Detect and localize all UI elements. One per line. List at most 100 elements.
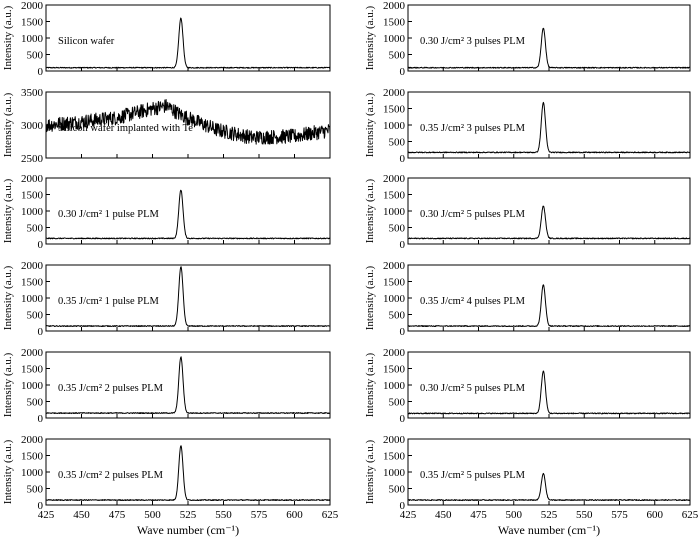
x-tick-label: 450 xyxy=(73,509,90,521)
y-axis-label: Intensity (a.u.) xyxy=(2,352,14,417)
spectrum-line xyxy=(45,189,331,240)
y-axis-label: Intensity (a.u.) xyxy=(364,439,376,504)
y-axis-label: Intensity (a.u.) xyxy=(364,92,376,157)
y-tick-label: 2000 xyxy=(383,173,406,185)
y-tick-label: 500 xyxy=(389,137,406,149)
y-tick-label: 0 xyxy=(400,239,406,251)
y-tick-label: 0 xyxy=(38,326,44,338)
x-tick-label: 550 xyxy=(576,509,593,521)
y-tick-label: 1500 xyxy=(383,277,406,289)
y-tick-label: 3000 xyxy=(21,120,44,132)
y-tick-label: 1000 xyxy=(21,206,44,218)
raman-panel-4: 0 500 1000 1500 2000 Intensity (a.u.) 0.35 J/c… xyxy=(2,260,331,338)
y-tick-label: 1500 xyxy=(21,17,44,29)
spectrum-line xyxy=(45,356,331,415)
x-tick-label: 600 xyxy=(647,509,664,521)
y-tick-label: 2000 xyxy=(21,0,44,12)
spectrum-line xyxy=(407,284,691,328)
y-tick-label: 2000 xyxy=(21,173,44,185)
y-tick-label: 500 xyxy=(389,50,406,62)
y-tick-label: 500 xyxy=(27,397,44,409)
spectrum-line xyxy=(45,99,331,145)
spectrum-line xyxy=(407,472,691,502)
y-tick-label: 1500 xyxy=(21,277,44,289)
raman-panel-12: 0 500 1000 1500 2000 425 450 475 500 525 550 575 600… xyxy=(364,434,699,537)
y-tick-label: 1500 xyxy=(383,364,406,376)
x-axis-label: Wave number (cm⁻¹) xyxy=(498,523,600,537)
y-tick-label: 2500 xyxy=(21,153,44,165)
y-axis-label: Intensity (a.u.) xyxy=(364,265,376,330)
y-tick-label: 2000 xyxy=(383,347,406,359)
spectrum-line xyxy=(407,205,691,240)
raman-panel-8: 0 500 1000 1500 2000 Intensity (a.u.) 0.35 J/c… xyxy=(364,87,691,165)
spectrum-line xyxy=(45,266,331,328)
y-tick-label: 500 xyxy=(389,484,406,496)
panel-annotation: 0.35 J/cm² 4 pulses PLM xyxy=(420,296,526,307)
y-tick-label: 2000 xyxy=(383,260,406,272)
y-tick-label: 3500 xyxy=(21,87,44,99)
y-tick-label: 0 xyxy=(400,66,406,78)
y-tick-label: 1000 xyxy=(21,293,44,305)
y-tick-label: 1000 xyxy=(383,467,406,479)
x-tick-label: 425 xyxy=(400,509,417,521)
panel-annotation: Silicon wafer implanted with Te xyxy=(58,123,193,134)
y-tick-label: 500 xyxy=(27,223,44,235)
y-tick-label: 2000 xyxy=(21,260,44,272)
raman-panel-2: 2500 3000 3500 Intensity (a.u.) Silicon wafe… xyxy=(2,87,331,165)
panel-annotation: 0.30 J/cm² 5 pulses PLM xyxy=(420,383,526,394)
panel-annotation: 0.35 J/cm² 1 pulse PLM xyxy=(58,296,160,307)
x-tick-label: 575 xyxy=(251,509,268,521)
panel-annotation: 0.35 J/cm² 2 pulses PLM xyxy=(58,470,164,481)
x-tick-label: 575 xyxy=(611,509,628,521)
y-tick-label: 2000 xyxy=(383,434,406,446)
y-tick-label: 2000 xyxy=(383,0,406,12)
y-tick-label: 500 xyxy=(389,223,406,235)
x-tick-label: 500 xyxy=(506,509,523,521)
y-tick-label: 2000 xyxy=(383,87,406,99)
y-tick-label: 0 xyxy=(38,66,44,78)
y-tick-label: 1000 xyxy=(383,380,406,392)
y-tick-label: 0 xyxy=(400,413,406,425)
raman-panel-6: 0 500 1000 1500 2000 425 450 475 500 525 550 575 600… xyxy=(2,434,339,537)
x-tick-label: 525 xyxy=(541,509,558,521)
y-tick-label: 1500 xyxy=(383,190,406,202)
spectrum-line xyxy=(45,445,331,502)
y-tick-label: 2000 xyxy=(21,434,44,446)
y-tick-label: 1500 xyxy=(383,17,406,29)
panel-annotation: 0.30 J/cm² 3 pulses PLM xyxy=(420,36,526,47)
raman-panel-5: 0 500 1000 1500 2000 Intensity (a.u.) 0.35 J/c… xyxy=(2,347,331,425)
y-tick-label: 500 xyxy=(27,484,44,496)
y-tick-label: 1000 xyxy=(383,120,406,132)
y-tick-label: 0 xyxy=(400,500,406,512)
raman-panel-1: 0 500 1000 1500 2000 Intensity (a.u.) Silicon … xyxy=(2,0,331,78)
y-tick-label: 1000 xyxy=(383,293,406,305)
x-axis-label: Wave number (cm⁻¹) xyxy=(137,523,239,537)
y-tick-label: 0 xyxy=(38,413,44,425)
panel-annotation: 0.35 J/cm² 2 pulses PLM xyxy=(58,383,164,394)
y-tick-label: 500 xyxy=(389,397,406,409)
x-tick-label: 550 xyxy=(215,509,232,521)
y-tick-label: 1500 xyxy=(21,364,44,376)
y-tick-label: 500 xyxy=(27,50,44,62)
raman-panel-7: 0 500 1000 1500 2000 Intensity (a.u.) 0.30 J/c… xyxy=(364,0,691,78)
x-tick-label: 625 xyxy=(322,509,339,521)
x-tick-label: 475 xyxy=(109,509,126,521)
y-tick-label: 1500 xyxy=(21,190,44,202)
y-tick-label: 1000 xyxy=(383,33,406,45)
y-tick-label: 0 xyxy=(38,500,44,512)
raman-panel-10: 0 500 1000 1500 2000 Intensity (a.u.) 0.35 J/c… xyxy=(364,260,691,338)
y-tick-label: 0 xyxy=(400,326,406,338)
y-tick-label: 1000 xyxy=(383,206,406,218)
y-tick-label: 1000 xyxy=(21,467,44,479)
raman-panel-11: 0 500 1000 1500 2000 Intensity (a.u.) 0.30 J/c… xyxy=(364,347,691,425)
y-tick-label: 500 xyxy=(389,310,406,322)
x-tick-label: 600 xyxy=(286,509,303,521)
panel-annotation: 0.30 J/cm² 1 pulse PLM xyxy=(58,209,160,220)
panel-annotation: Silicon wafer xyxy=(58,36,115,47)
spectrum-line xyxy=(45,17,331,69)
y-tick-label: 2000 xyxy=(21,347,44,359)
spectrum-line xyxy=(407,101,691,154)
panel-annotation: 0.35 J/cm² 3 pulses PLM xyxy=(420,123,526,134)
spectrum-line xyxy=(407,370,691,415)
